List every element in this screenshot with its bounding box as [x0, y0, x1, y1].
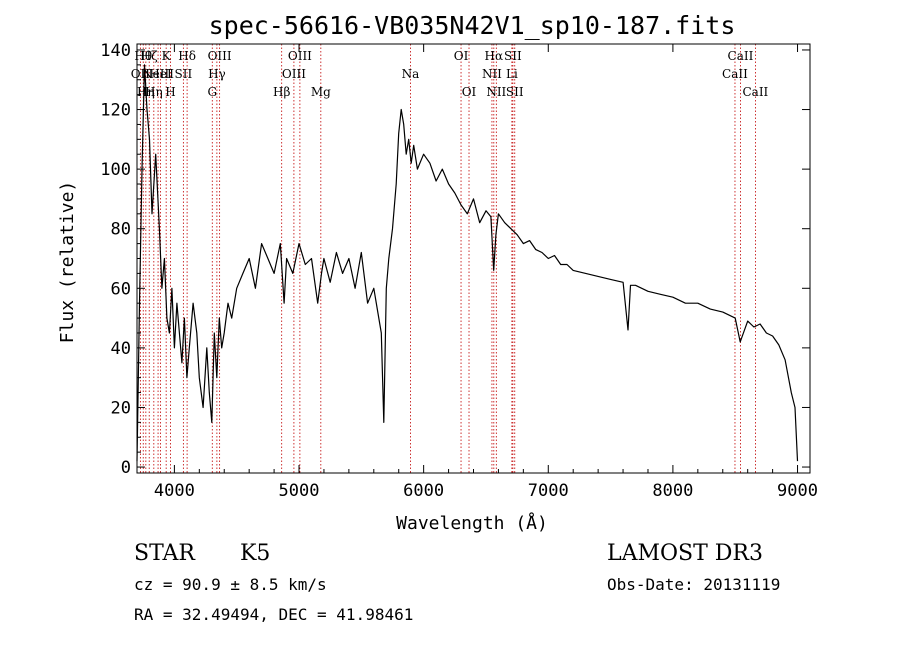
- line-label-23: NII: [486, 85, 506, 99]
- x-axis-label: Wavelength (Å): [396, 512, 548, 534]
- line-label-14: Hβ: [273, 85, 290, 99]
- y-tick-label-6: 120: [100, 101, 131, 121]
- line-label-17: Mg: [311, 85, 331, 99]
- y-tick-label-1: 20: [111, 398, 131, 418]
- x-axis: 4000 5000 6000 7000 8000 9000: [154, 44, 818, 501]
- line-label-27: CaII: [722, 67, 748, 81]
- line-label-8: H: [165, 85, 175, 99]
- coordinates: RA = 32.49494, DEC = 41.98461: [134, 605, 413, 624]
- x-tick-label-5: 9000: [777, 481, 818, 501]
- x-tick-label-4: 8000: [652, 481, 693, 501]
- line-label-29: CaII: [742, 85, 768, 99]
- chart-title: spec-56616-VB035N42V1_sp10-187.fits: [209, 11, 736, 40]
- redshift-velocity: cz = 90.9 ± 8.5 km/s: [134, 575, 327, 594]
- line-label-7: K: [162, 49, 172, 63]
- line-label-20: OI: [462, 85, 477, 99]
- y-tick-label-4: 80: [111, 220, 131, 240]
- line-label-19: OI: [454, 49, 469, 63]
- y-tick-label-5: 100: [100, 160, 131, 180]
- line-label-11: G: [207, 85, 217, 99]
- line-label-10: Hδ: [178, 49, 196, 63]
- line-label-25: SII: [504, 49, 522, 63]
- line-label-21: NII: [482, 67, 502, 81]
- y-tick-label-3: 60: [111, 279, 131, 299]
- object-class: STAR: [134, 541, 196, 566]
- spectral-line-labels: OIIHθHηHζHηNeIIIHeIKHSIIHδGHγOIIIHβOIIIO…: [131, 49, 769, 99]
- x-tick-label-0: 4000: [154, 481, 195, 501]
- y-tick-label-0: 0: [121, 458, 131, 478]
- spectrum-line: [136, 64, 799, 462]
- y-axis-label: Flux (relative): [57, 181, 78, 344]
- line-label-15: OIII: [282, 67, 306, 81]
- y-tick-label-2: 40: [111, 339, 131, 359]
- line-label-12: Hγ: [208, 67, 226, 81]
- line-label-22: Hα: [485, 49, 504, 63]
- object-subclass: K5: [240, 541, 270, 566]
- spectral-line-markers: [139, 44, 756, 473]
- line-label-3: Hζ: [141, 49, 158, 63]
- line-label-9: SII: [175, 67, 193, 81]
- line-label-26: SII: [506, 85, 524, 99]
- x-tick-label-2: 6000: [403, 481, 444, 501]
- plot-frame: [136, 43, 811, 474]
- survey-name: LAMOST DR3: [607, 541, 763, 566]
- line-label-1: Hθ: [134, 49, 152, 63]
- line-label-16: OIII: [288, 49, 312, 63]
- line-label-18: Na: [402, 67, 420, 81]
- observation-date: Obs-Date: 20131119: [607, 575, 780, 594]
- y-axis: 0 20 40 60 80 100 120 140: [100, 41, 810, 478]
- line-label-5: NeIII: [142, 67, 174, 81]
- line-label-24: Li: [506, 67, 518, 81]
- line-label-13: OIII: [208, 49, 232, 63]
- y-tick-label-7: 140: [100, 41, 131, 61]
- line-label-4: Hη: [145, 85, 163, 99]
- x-tick-label-3: 7000: [528, 481, 569, 501]
- line-label-6: HeI: [149, 67, 172, 81]
- line-label-28: CaII: [728, 49, 754, 63]
- x-tick-label-1: 5000: [279, 481, 320, 501]
